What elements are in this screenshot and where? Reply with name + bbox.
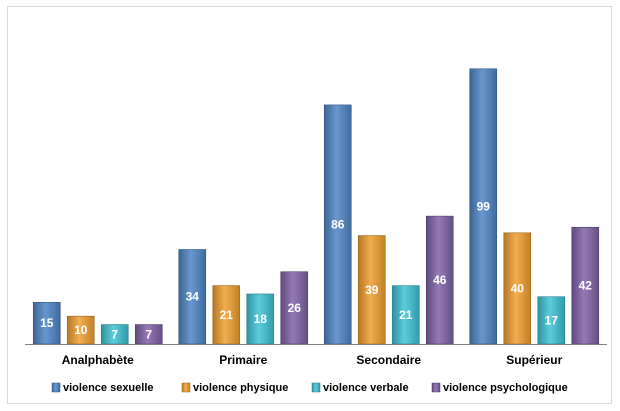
- bar-3-4: [537, 296, 566, 345]
- bar-value-label: 7: [111, 327, 118, 341]
- category-label: Primaire: [219, 353, 267, 367]
- legend-swatch: [431, 382, 441, 393]
- bar-3-3: [391, 285, 420, 345]
- bar-4-4: [571, 226, 600, 345]
- bar-2-4: [503, 232, 532, 345]
- legend-label: violence verbale: [323, 382, 409, 394]
- legend-swatch: [181, 382, 191, 393]
- bar-1-3: [323, 104, 352, 345]
- bar-value-label: 7: [145, 327, 152, 341]
- bar-value-label: 42: [579, 279, 593, 293]
- legend-swatch: [311, 382, 321, 393]
- bar-value-label: 34: [186, 290, 200, 304]
- category-label: Supérieur: [506, 353, 562, 367]
- bar-3-2: [246, 293, 275, 345]
- category-labels: Analphabète Primaire Secondaire Supérieur: [62, 353, 563, 367]
- category-label: Secondaire: [356, 353, 421, 367]
- bar-value-label: 10: [74, 323, 88, 337]
- bar-1-1: [32, 301, 61, 345]
- bar-value-label: 15: [40, 316, 54, 330]
- bar-value-label: 39: [365, 283, 379, 297]
- bar-value-label: 26: [288, 301, 302, 315]
- bar-value-label: 17: [545, 313, 559, 327]
- bars-group: 15 10 7 7 34 21 18 26 86 39 21 46 99 40 17 42: [32, 68, 600, 345]
- legend-swatch: [51, 382, 61, 393]
- bar-4-2: [280, 271, 309, 345]
- bar-value-label: 40: [511, 281, 525, 295]
- bar-1-4: [469, 68, 498, 345]
- bar-2-2: [212, 285, 241, 345]
- bar-value-label: 21: [399, 308, 413, 322]
- bar-1-2: [178, 249, 207, 345]
- legend: violence sexuelle violence physique violen…: [51, 382, 568, 394]
- bar-value-label: 99: [477, 199, 491, 213]
- legend-label: violence sexuelle: [63, 382, 154, 394]
- bar-value-label: 18: [254, 312, 268, 326]
- legend-label: violence physique: [193, 382, 288, 394]
- bar-value-label: 46: [433, 273, 447, 287]
- bar-4-3: [425, 215, 454, 345]
- bar-value-label: 21: [220, 308, 234, 322]
- bar-value-label: 86: [331, 217, 345, 231]
- legend-label: violence psychologique: [443, 382, 568, 394]
- category-label: Analphabète: [62, 353, 134, 367]
